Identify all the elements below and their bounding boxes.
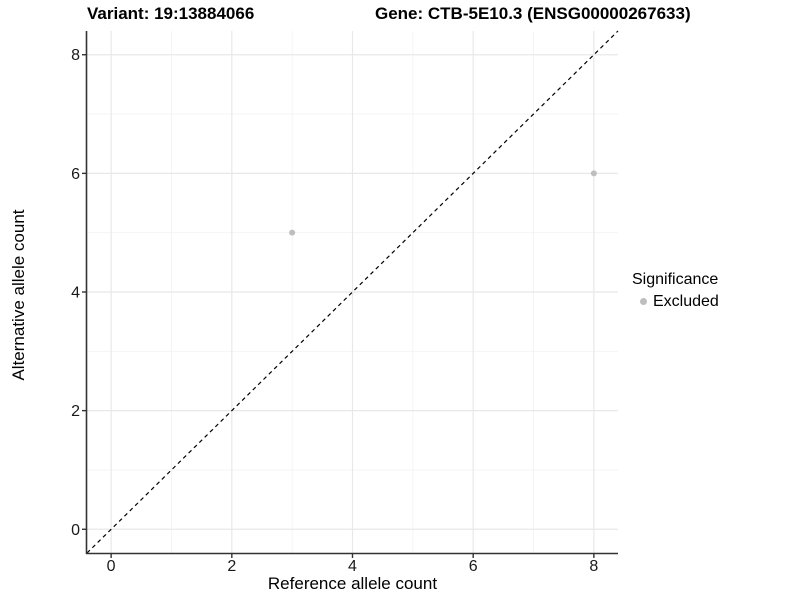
x-tick-label: 6 xyxy=(469,558,478,575)
y-tick-label: 6 xyxy=(71,166,80,183)
y-tick-label: 8 xyxy=(71,47,80,64)
legend: Significance Excluded xyxy=(632,270,798,311)
gene-title: Gene: CTB-5E10.3 (ENSG00000267633) xyxy=(375,4,691,23)
y-tick-label: 2 xyxy=(71,403,80,420)
y-tick-label: 4 xyxy=(71,285,80,302)
legend-item-label: Excluded xyxy=(653,293,719,310)
variant-title: Variant: 19:13884066 xyxy=(87,4,255,23)
x-tick-label: 0 xyxy=(107,558,116,575)
x-tick-label: 8 xyxy=(589,558,598,575)
legend-point-icon xyxy=(640,298,647,305)
x-axis-title: Reference allele count xyxy=(267,574,438,593)
legend-item: Excluded xyxy=(632,292,798,311)
data-point xyxy=(289,229,296,236)
plot-title-row: Variant: 19:13884066 Gene: CTB-5E10.3 (E… xyxy=(0,4,800,28)
x-tick-label: 4 xyxy=(348,558,357,575)
y-axis-title: Alternative allele count xyxy=(9,209,28,381)
legend-items: Excluded xyxy=(632,292,798,311)
y-tick-label: 0 xyxy=(71,522,80,539)
legend-title: Significance xyxy=(632,271,719,288)
x-tick-label: 2 xyxy=(227,558,236,575)
data-point xyxy=(590,170,597,177)
